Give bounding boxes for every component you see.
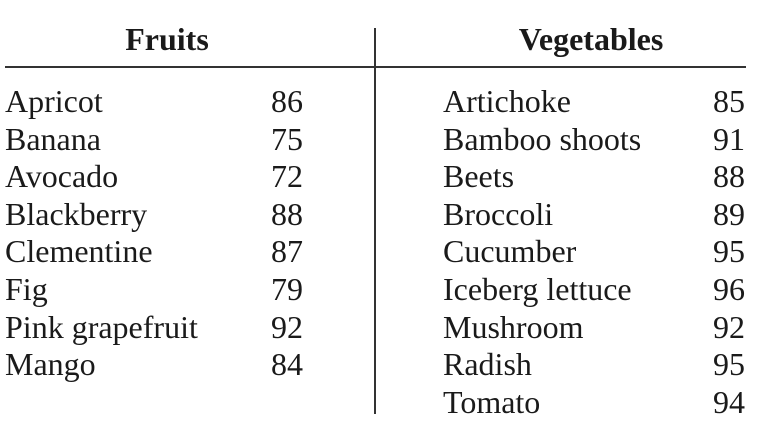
table-row: Pink grapefruit 92 [5, 309, 303, 347]
table-row: Banana 75 [5, 121, 303, 159]
item-name: Artichoke [443, 83, 571, 119]
item-value: 95 [713, 346, 745, 383]
table-row: Cucumber 95 [443, 233, 745, 271]
item-value: 72 [271, 158, 303, 195]
item-value: 92 [271, 308, 303, 345]
vegetables-list: Artichoke 85 Bamboo shoots 91 Beets 88 B… [443, 83, 745, 421]
item-value: 86 [271, 83, 303, 119]
table-row: Bamboo shoots 91 [443, 121, 745, 159]
item-value: 85 [713, 83, 745, 119]
fruits-list: Apricot 86 Banana 75 Avocado 72 Blackber… [5, 83, 303, 384]
item-value: 88 [271, 195, 303, 232]
table-row: Beets 88 [443, 158, 745, 196]
table-row: Iceberg lettuce 96 [443, 271, 745, 309]
item-value: 95 [713, 233, 745, 270]
table-row: Clementine 87 [5, 233, 303, 271]
item-name: Cucumber [443, 233, 577, 270]
item-value: 84 [271, 346, 303, 383]
item-value: 92 [713, 308, 745, 345]
item-value: 89 [713, 195, 745, 232]
header-underline-rule [5, 66, 746, 68]
item-name: Clementine [5, 233, 153, 270]
table-row: Blackberry 88 [5, 196, 303, 234]
table-row: Radish 95 [443, 346, 745, 384]
table-row: Broccoli 89 [443, 196, 745, 234]
item-name: Broccoli [443, 195, 554, 232]
item-value: 94 [713, 383, 745, 420]
table-row: Apricot 86 [5, 83, 303, 121]
item-name: Radish [443, 346, 532, 383]
item-name: Iceberg lettuce [443, 270, 632, 307]
item-name: Avocado [5, 158, 119, 195]
table-row: Avocado 72 [5, 158, 303, 196]
item-name: Pink grapefruit [5, 308, 198, 345]
table-row: Tomato 94 [443, 384, 745, 422]
item-name: Apricot [5, 83, 103, 119]
item-value: 79 [271, 270, 303, 307]
vegetables-column-header: Vegetables [518, 21, 664, 57]
table-row: Artichoke 85 [443, 83, 745, 121]
item-name: Mushroom [443, 308, 584, 345]
item-name: Mango [5, 346, 96, 383]
item-name: Tomato [443, 383, 541, 420]
item-name: Fig [5, 270, 48, 307]
item-value: 96 [713, 270, 745, 307]
column-divider-line [374, 28, 376, 414]
item-value: 75 [271, 120, 303, 157]
item-value: 88 [713, 158, 745, 195]
item-name: Bamboo shoots [443, 120, 642, 157]
item-value: 87 [271, 233, 303, 270]
table-row: Mango 84 [5, 346, 303, 384]
item-name: Banana [5, 120, 101, 157]
table-row: Fig 79 [5, 271, 303, 309]
item-name: Blackberry [5, 195, 148, 232]
item-value: 91 [713, 120, 745, 157]
item-name: Beets [443, 158, 515, 195]
fruits-column-header: Fruits [125, 21, 209, 57]
table-row: Mushroom 92 [443, 309, 745, 347]
